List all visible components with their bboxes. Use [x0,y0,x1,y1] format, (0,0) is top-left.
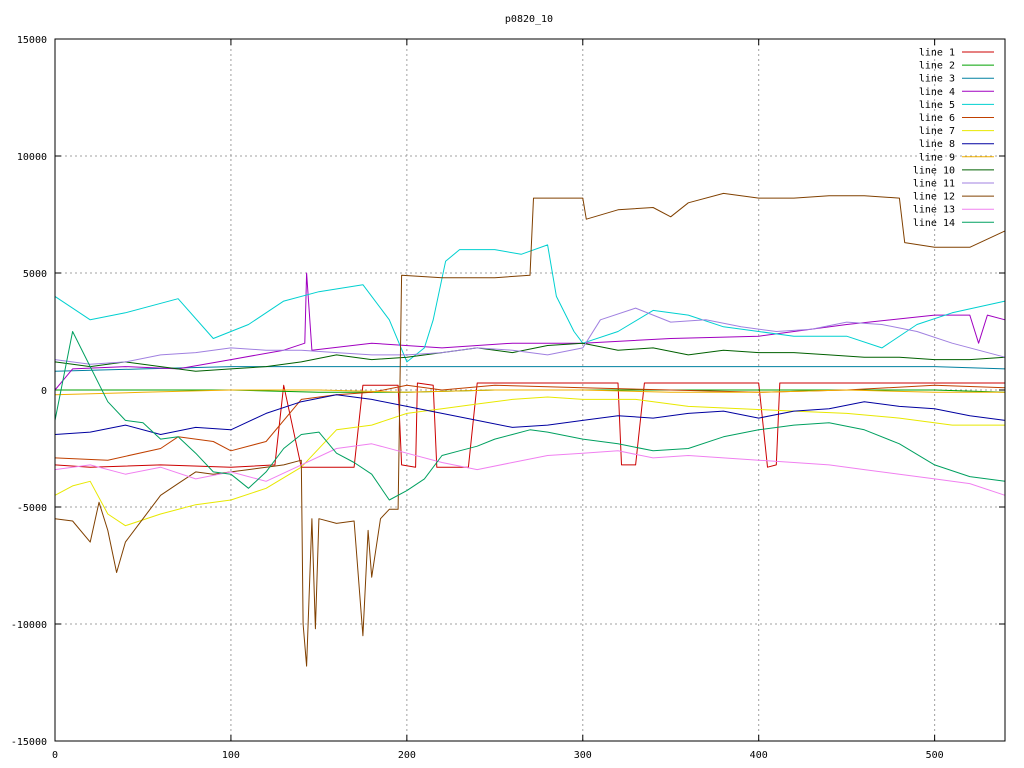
legend-label: line 3 [919,74,955,85]
series-line-line-9 [54,389,1005,396]
x-tick-label: 100 [222,750,240,761]
y-tick-label: 15000 [17,35,47,46]
x-tick-label: 400 [750,750,768,761]
plot-frame [54,38,1006,742]
series-line-line-8 [54,394,1006,435]
series-line-line-14 [54,331,1006,501]
series-line-line-7 [54,396,1005,527]
y-tick-label: 10000 [17,152,47,163]
legend-label: line 5 [919,100,955,111]
x-tick-label: 200 [398,750,416,761]
legend-label: line 2 [919,61,955,72]
chart-title: p0820_10 [505,14,553,25]
series-line-line-1 [54,382,1005,468]
series-line-line-12 [54,192,1006,667]
x-tick-label: 300 [574,750,592,761]
legend-label: line 13 [913,205,955,216]
legend: line 1 line 2 line 3 line 4 line 5 line 6 line… [913,48,994,229]
series-group [54,192,1006,667]
legend-label: line 14 [913,218,955,229]
series-line-line-6 [54,384,1006,461]
series-line-line-10 [54,342,1006,372]
legend-label: line 9 [919,152,955,163]
legend-label: line 6 [919,113,955,124]
x-tick-label: 500 [926,750,944,761]
legend-label: line 12 [913,192,955,203]
series-line-line-5 [54,244,1006,363]
legend-label: line 8 [919,139,955,150]
series-line-line-4 [54,272,1006,391]
legend-label: line 10 [913,165,955,176]
series-line-line-11 [54,307,1006,365]
y-tick-label: -10000 [11,620,47,631]
y-tick-label: 0 [41,386,47,397]
y-tick-label: -5000 [17,503,47,514]
legend-label: line 11 [913,179,955,190]
x-tick-label: 0 [52,750,58,761]
y-tick-label: -15000 [11,737,47,748]
legend-label: line 7 [919,126,955,137]
y-tick-label: 5000 [23,269,47,280]
legend-label: line 4 [919,87,955,98]
axis-ticks: -15000 -10000 -5000 0 5000 10000 15000 0 100 200 3… [11,35,1005,761]
series-line-line-3 [54,366,1006,372]
legend-label: line 1 [919,48,955,59]
series-line-line-13 [54,443,1006,496]
